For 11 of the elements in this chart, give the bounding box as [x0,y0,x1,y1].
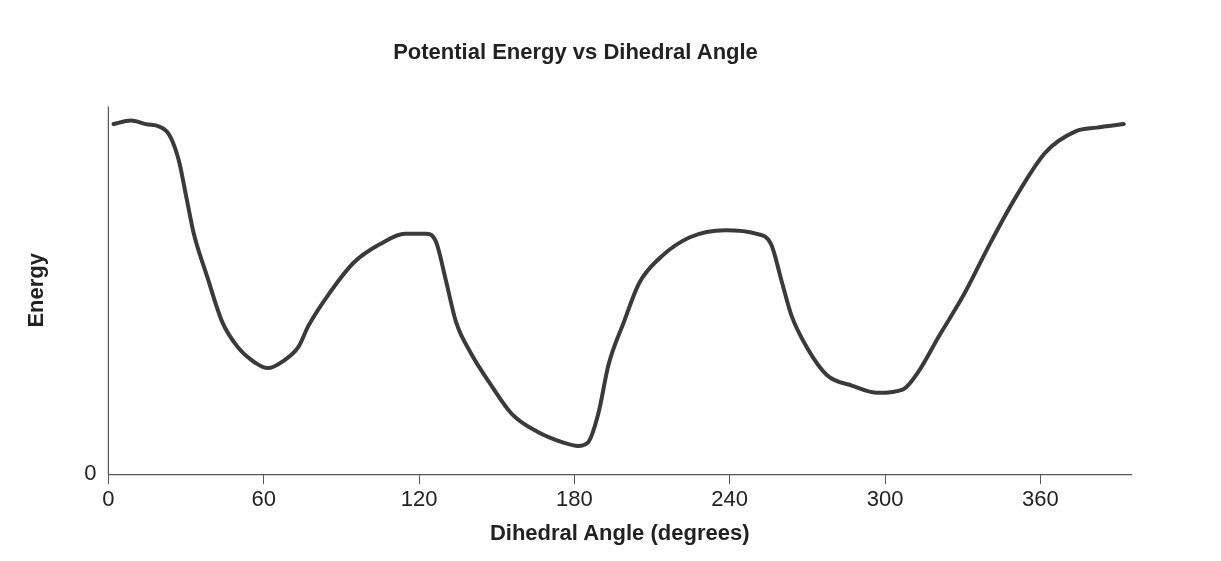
x-tick-label: 180 [556,486,593,512]
x-tick-label: 240 [711,486,749,512]
x-axis-title: Dihedral Angle (degrees) [489,519,750,545]
x-tick-label: 60 [251,486,276,512]
x-tick-label: 0 [102,486,115,512]
x-tick-label: 360 [1022,486,1059,512]
y-axis-title: Energy [23,252,49,328]
x-tick-label: 120 [400,486,438,512]
chart-title: Potential Energy vs Dihedral Angle [393,39,758,65]
text: 0 [84,460,97,486]
x-tick-label: 300 [866,486,904,512]
